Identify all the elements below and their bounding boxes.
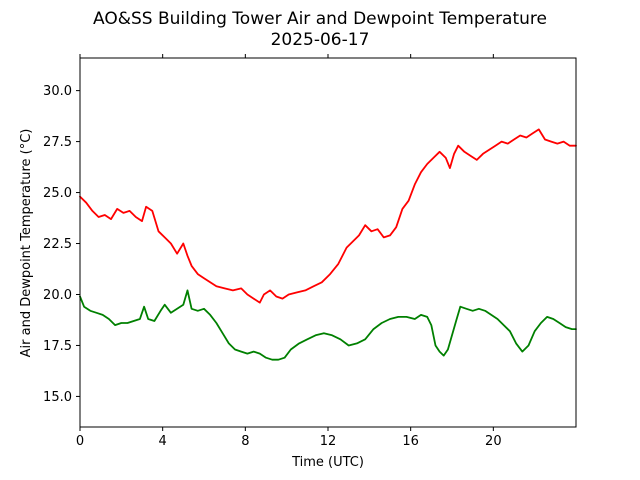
y-tick-label-30: 30.0 [43, 84, 72, 99]
x-axis: 0 4 8 12 16 20 [76, 54, 502, 449]
y-axis-label: Air and Dewpoint Temperature (°C) [19, 129, 34, 358]
y-tick-label-17.5: 17.5 [43, 339, 72, 354]
chart-subtitle: 2025-06-17 [271, 30, 370, 50]
x-tick-label-16: 16 [402, 434, 419, 449]
plot-frame [79, 57, 577, 428]
y-tick-label-15: 15.0 [43, 390, 72, 405]
y-tick-label-27.5: 27.5 [43, 135, 72, 150]
series-line-1 [79, 128, 577, 304]
series-line-2 [79, 289, 577, 361]
y-tick-label-25: 25.0 [43, 186, 72, 201]
plot-area: 0 4 8 12 16 20 15.0 17.5 20.0 22.5 25.0 27.5 30.0 [43, 54, 577, 449]
x-tick-label-8: 8 [241, 434, 249, 449]
x-tick-label-0: 0 [76, 434, 84, 449]
y-tick-label-22.5: 22.5 [43, 237, 72, 252]
series-layer [79, 128, 577, 361]
y-axis: 15.0 17.5 20.0 22.5 25.0 27.5 30.0 [43, 84, 80, 405]
y-tick-label-20: 20.0 [43, 288, 72, 303]
x-tick-label-12: 12 [320, 434, 337, 449]
x-axis-label: Time (UTC) [291, 455, 364, 470]
x-tick-label-4: 4 [159, 434, 167, 449]
x-tick-label-20: 20 [485, 434, 502, 449]
chart-title: AO&SS Building Tower Air and Dewpoint Te… [93, 9, 547, 29]
